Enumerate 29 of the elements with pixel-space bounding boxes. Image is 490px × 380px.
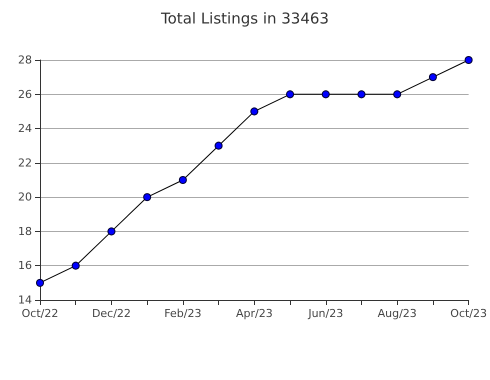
- point: [107, 227, 116, 236]
- point: [357, 90, 366, 98]
- point: [322, 90, 330, 98]
- x-tick-label: Jun/23: [307, 307, 344, 320]
- point: [36, 278, 44, 287]
- y-tick-label: 28: [18, 54, 32, 66]
- y-tick-label: 22: [18, 156, 32, 170]
- y-tick-label: 18: [18, 224, 32, 238]
- point: [464, 56, 473, 64]
- y-tick-label: 14: [18, 294, 32, 306]
- x-tick-label: Oct/23: [450, 307, 488, 320]
- x-tick-label: Aug/23: [378, 307, 417, 320]
- point: [393, 90, 402, 98]
- point: [178, 176, 187, 184]
- y-tick-label: 20: [18, 190, 32, 204]
- chart-title: Total Listings in 33463: [160, 10, 329, 28]
- y-tick-label: 24: [18, 122, 32, 136]
- x-tick-label: Dec/22: [92, 307, 131, 320]
- point: [286, 90, 294, 98]
- point: [72, 262, 80, 270]
- x-tick-label: Oct/22: [22, 307, 58, 320]
- point: [143, 193, 152, 202]
- y-tick-label: 16: [18, 259, 32, 272]
- x-tick-label: Apr/23: [236, 307, 273, 320]
- y-tick-label: 26: [18, 88, 32, 101]
- point: [250, 107, 258, 116]
- point: [428, 73, 437, 82]
- x-tick-label: Feb/23: [164, 307, 202, 320]
- point: [214, 142, 223, 150]
